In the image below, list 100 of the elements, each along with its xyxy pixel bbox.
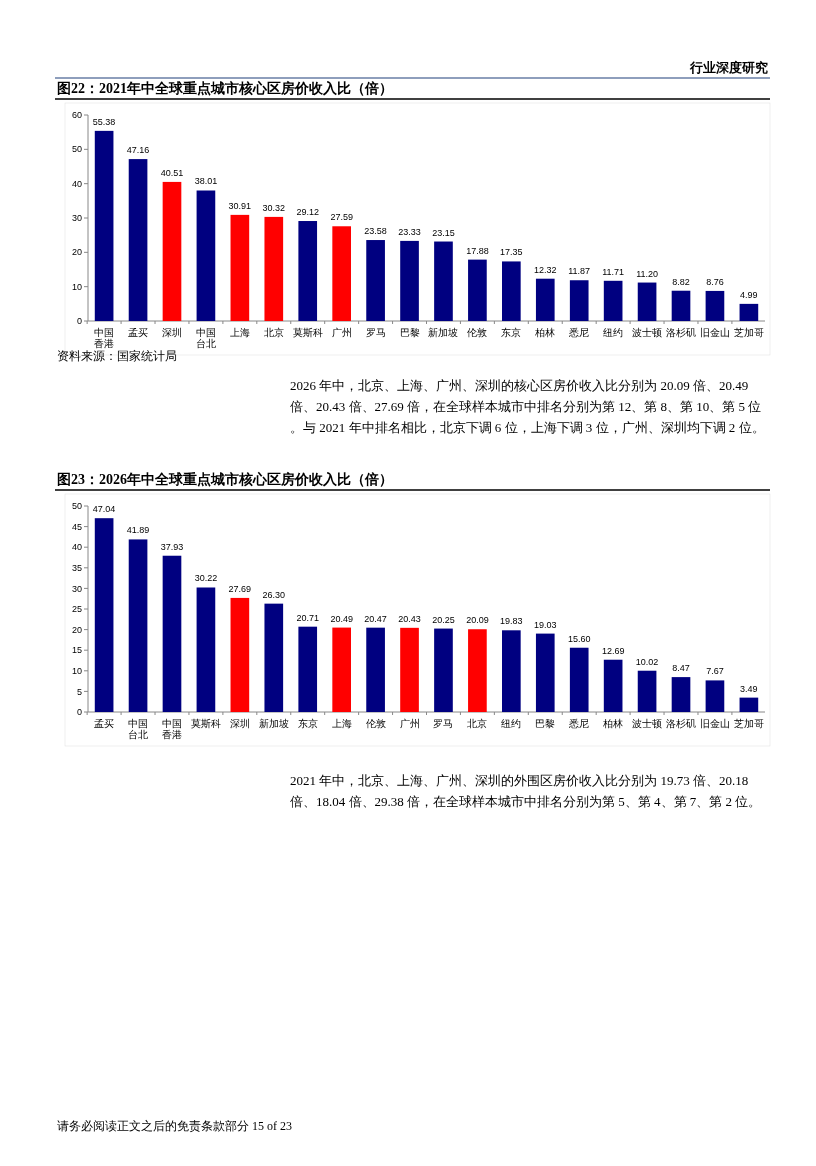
bar <box>230 214 250 321</box>
data-label: 8.47 <box>672 663 690 674</box>
data-label: 8.82 <box>672 276 690 287</box>
text: 行业深度研究 <box>689 60 768 75</box>
y-tick-label: 50 <box>71 144 82 155</box>
bar <box>434 628 453 712</box>
bar <box>128 159 148 321</box>
data-label: 4.99 <box>740 289 758 300</box>
data-label: 23.58 <box>364 226 387 237</box>
y-tick-label: 10 <box>71 281 82 292</box>
bar <box>569 647 589 712</box>
bar <box>535 633 555 712</box>
x-tick-label: 波士顿 <box>632 327 663 338</box>
bar <box>603 280 623 321</box>
bar <box>366 240 385 321</box>
x-tick-label: 北京 <box>467 718 488 729</box>
x-tick-label: 巴黎 <box>535 718 556 729</box>
x-tick-label: 洛杉矶 <box>666 327 697 338</box>
data-label: 29.12 <box>296 207 319 218</box>
data-label: 20.47 <box>364 613 387 624</box>
bar <box>264 216 284 321</box>
x-tick-label: 中国台北 <box>195 327 216 349</box>
x-tick-label: 孟买 <box>128 327 149 338</box>
y-tick-label: 10 <box>71 665 82 676</box>
x-tick-label: 罗马 <box>433 718 454 729</box>
data-label: 30.32 <box>262 202 286 213</box>
bar <box>366 627 385 712</box>
x-tick-label: 巴黎 <box>399 327 420 338</box>
data-label: 8.76 <box>706 276 724 287</box>
text: 请务必阅读正文之后的免责条款部分 15 of 23 <box>57 1119 292 1133</box>
y-tick-label: 35 <box>71 562 82 573</box>
bar <box>434 241 453 321</box>
data-label: 11.20 <box>636 268 659 279</box>
data-label: 23.15 <box>432 227 455 238</box>
x-tick-label: 深圳 <box>229 718 250 729</box>
bar <box>502 630 521 712</box>
bar <box>637 670 657 712</box>
text: 2021 年中，北京、上海、广州、深圳的外围区房价收入比分别为 19.73 倍、20.18 倍、18.04 倍、29.38 倍，在全球样本城市中排名分别为第 5、第 4、第 7、第 2 位。 <box>290 773 762 809</box>
data-label: 20.09 <box>466 615 489 626</box>
y-tick-label: 20 <box>71 624 82 635</box>
data-label: 55.38 <box>92 116 116 127</box>
x-tick-label: 中国香港 <box>94 327 115 349</box>
y-tick-label: 15 <box>71 645 82 656</box>
bar <box>230 597 250 712</box>
bar <box>400 627 419 712</box>
data-label: 47.04 <box>92 504 116 515</box>
data-label: 11.71 <box>602 266 625 277</box>
x-tick-label: 东京 <box>297 718 318 729</box>
data-label: 11.87 <box>568 266 591 277</box>
chart-title: 图23：2026年中全球重点城市核心区房价收入比（倍） <box>57 471 393 487</box>
x-tick-label: 柏林 <box>602 718 624 729</box>
y-tick-label: 25 <box>71 604 82 615</box>
data-label: 10.02 <box>635 656 659 667</box>
data-label: 27.59 <box>330 212 353 223</box>
bar <box>196 587 216 712</box>
y-tick-label: 40 <box>71 542 82 553</box>
bar <box>739 303 759 321</box>
data-label: 27.69 <box>228 583 252 594</box>
bar <box>162 181 182 321</box>
x-tick-label: 悉尼 <box>568 718 590 729</box>
data-label: 20.71 <box>296 612 319 623</box>
data-label: 3.49 <box>740 683 758 694</box>
x-tick-label: 芝加哥 <box>733 327 764 338</box>
data-label: 20.49 <box>330 613 353 624</box>
bar <box>671 677 691 712</box>
data-label: 12.69 <box>601 645 625 656</box>
data-label: 40.51 <box>160 167 184 178</box>
bar <box>94 130 114 321</box>
x-tick-label: 罗马 <box>365 327 386 338</box>
x-tick-label: 旧金山 <box>699 718 730 729</box>
x-tick-label: 洛杉矶 <box>666 718 697 729</box>
data-label: 47.16 <box>126 145 150 156</box>
bar <box>94 518 114 712</box>
bar <box>468 259 487 321</box>
data-label: 15.60 <box>567 633 591 644</box>
x-tick-label: 伦敦 <box>365 718 386 729</box>
x-tick-label: 上海 <box>331 718 352 729</box>
data-label: 20.25 <box>432 614 455 625</box>
x-tick-label: 新加坡 <box>258 718 289 729</box>
y-tick-label: 40 <box>71 178 82 189</box>
chart-title: 图22：2021年中全球重点城市核心区房价收入比（倍） <box>57 80 393 96</box>
y-tick-label: 30 <box>71 583 82 594</box>
x-tick-label: 广州 <box>399 718 420 729</box>
bar <box>468 629 487 712</box>
x-tick-label: 纽约 <box>501 718 522 729</box>
y-tick-label: 20 <box>71 247 82 258</box>
y-tick-label: 50 <box>71 501 82 512</box>
x-tick-label: 悉尼 <box>568 327 590 338</box>
bar <box>705 290 725 321</box>
data-label: 7.67 <box>706 666 724 677</box>
data-label: 26.30 <box>262 589 286 600</box>
x-tick-label: 旧金山 <box>699 327 730 338</box>
x-tick-label: 上海 <box>229 327 250 338</box>
bar <box>535 278 555 321</box>
data-label: 12.32 <box>534 264 557 275</box>
x-tick-label: 莫斯科 <box>292 327 323 338</box>
bar <box>400 240 419 321</box>
y-tick-label: 0 <box>76 316 82 327</box>
bar <box>332 627 351 712</box>
y-tick-label: 45 <box>71 521 82 532</box>
